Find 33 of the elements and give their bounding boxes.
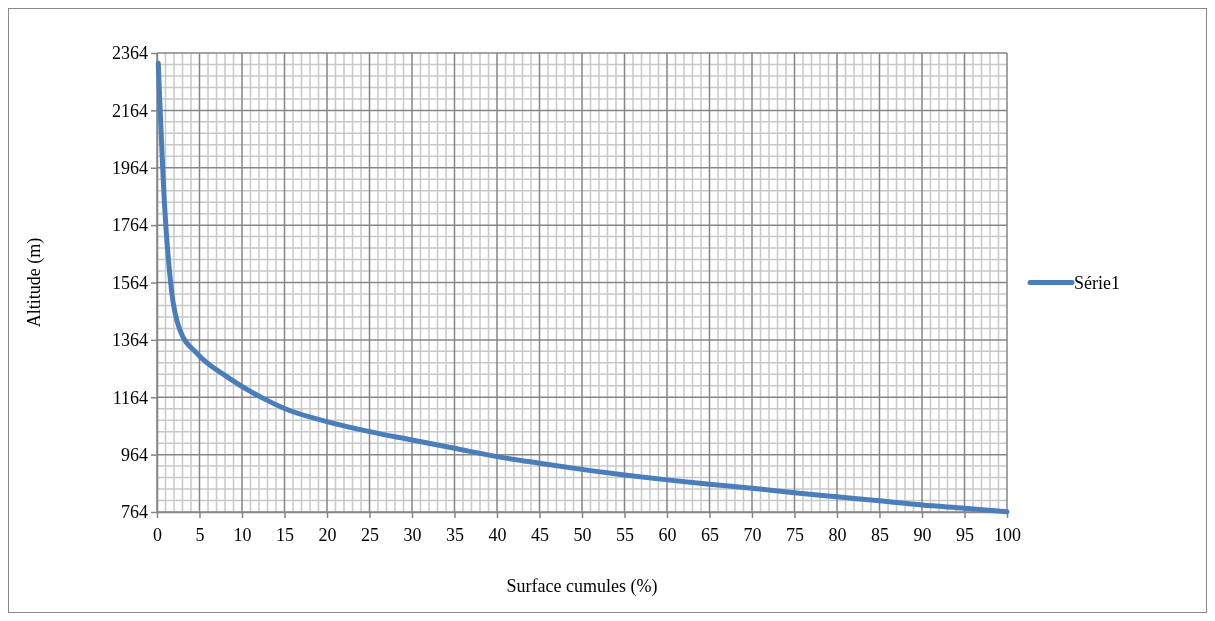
x-tick-label: 55 bbox=[616, 524, 634, 545]
x-tick-label: 50 bbox=[573, 524, 592, 545]
x-tick-label: 0 bbox=[153, 524, 162, 545]
x-tick-label: 100 bbox=[994, 524, 1021, 545]
x-tick-label: 85 bbox=[871, 524, 889, 545]
x-tick-label: 20 bbox=[318, 524, 337, 545]
x-tick-label: 35 bbox=[446, 524, 464, 545]
x-tick-label: 15 bbox=[276, 524, 294, 545]
x-tick-label: 5 bbox=[195, 524, 205, 545]
y-tick-label: 964 bbox=[121, 444, 148, 465]
x-tick-label: 80 bbox=[828, 524, 847, 545]
y-tick-label: 2164 bbox=[112, 100, 148, 121]
y-axis-title: Altitude (m) bbox=[24, 237, 45, 328]
x-tick-label: 90 bbox=[913, 524, 932, 545]
x-tick-label: 40 bbox=[488, 524, 507, 545]
x-tick-label: 45 bbox=[531, 524, 549, 545]
x-tick-label: 10 bbox=[233, 524, 252, 545]
x-tick-label: 60 bbox=[658, 524, 677, 545]
x-tick-label: 75 bbox=[786, 524, 804, 545]
x-tick-label: 95 bbox=[956, 524, 974, 545]
y-tick-label: 1764 bbox=[112, 215, 148, 236]
x-tick-label: 70 bbox=[743, 524, 762, 545]
legend-label: Série1 bbox=[1074, 272, 1120, 293]
y-tick-label: 1564 bbox=[112, 272, 148, 293]
x-axis-title: Surface cumules (%) bbox=[506, 576, 658, 597]
x-tick-label: 30 bbox=[403, 524, 422, 545]
y-tick-label: 1364 bbox=[112, 330, 148, 351]
y-tick-label: 764 bbox=[121, 502, 148, 523]
x-tick-label: 65 bbox=[701, 524, 719, 545]
x-tick-label: 25 bbox=[361, 524, 379, 545]
y-tick-label: 1164 bbox=[112, 387, 148, 408]
y-tick-label: 1964 bbox=[112, 158, 148, 179]
y-tick-label: 2364 bbox=[112, 43, 148, 64]
